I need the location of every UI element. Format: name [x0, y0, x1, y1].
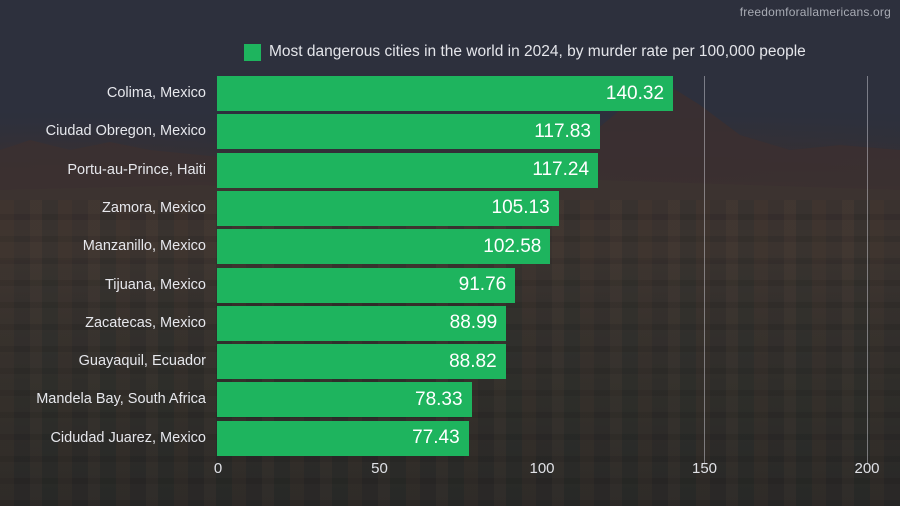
bar-chart: Colima, Mexico 140.32 Ciudad Obregon, Mexi…	[36, 76, 868, 464]
bar-value-label: 77.43	[412, 427, 460, 449]
bar-value-label: 78.33	[415, 388, 463, 410]
source-watermark: freedomforallamericans.org	[739, 5, 891, 19]
category-label: Cidudad Juarez, Mexico	[50, 429, 206, 446]
category-label: Portu-au-Prince, Haiti	[67, 161, 206, 178]
bar: 117.83	[217, 114, 600, 150]
bar: 102.58	[217, 229, 551, 265]
bar: 117.24	[217, 152, 599, 188]
bar-value-label: 91.76	[458, 274, 507, 295]
category-label: Guayaquil, Ecuador	[78, 353, 206, 370]
bar: 88.82	[217, 344, 506, 380]
bar-value-label: 88.99	[449, 312, 498, 334]
category-label: Zamora, Mexico	[102, 199, 206, 216]
x-tick-label: 100	[529, 460, 555, 477]
legend-swatch	[244, 43, 261, 61]
bar-value-label: 102.58	[483, 235, 542, 257]
category-label: Zacatecas, Mexico	[85, 314, 206, 331]
bar-value-label: 140.32	[605, 82, 665, 104]
category-label: Tijuana, Mexico	[104, 276, 206, 293]
gridline-150	[704, 76, 705, 464]
bar: 140.32	[217, 76, 674, 111]
category-label: Ciudad Obregon, Mexico	[45, 123, 206, 140]
legend-label: Most dangerous cities in the world in 20…	[269, 43, 806, 60]
x-tick-label: 150	[691, 460, 718, 477]
chart-legend: Most dangerous cities in the world in 20…	[244, 43, 806, 61]
bar: 77.43	[217, 420, 469, 456]
bar-value-label: 117.83	[534, 120, 591, 142]
bar: 78.33	[217, 382, 472, 418]
category-label: Manzanillo, Mexico	[82, 238, 206, 255]
bar-value-label: 105.13	[491, 197, 550, 219]
category-label: Mandela Bay, South Africa	[36, 391, 206, 408]
bar-value-label: 88.82	[449, 350, 497, 372]
bar-value-label: 117.24	[532, 159, 590, 181]
x-tick-label: 50	[371, 460, 388, 477]
bar: 88.99	[217, 305, 507, 341]
x-tick-label: 0	[213, 460, 223, 477]
category-label: Colima, Mexico	[106, 85, 206, 101]
bar: 105.13	[217, 190, 559, 226]
x-tick-label: 200	[854, 460, 880, 477]
bar: 91.76	[217, 267, 516, 303]
gridline-200	[867, 76, 868, 464]
